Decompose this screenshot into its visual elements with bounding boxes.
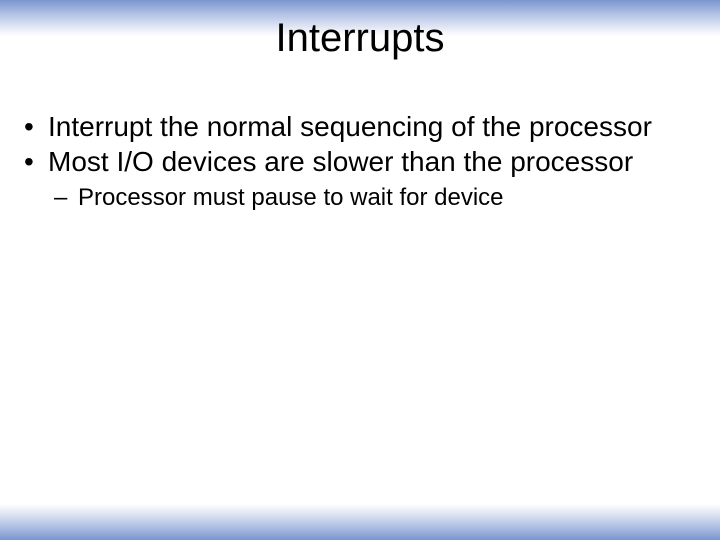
slide-content: Interrupt the normal sequencing of the p… [22,110,680,215]
bullet-list-level2: Processor must pause to wait for device [48,184,680,213]
sub-bullet-item: Processor must pause to wait for device [48,184,680,213]
bullet-text: Most I/O devices are slower than the pro… [48,146,633,177]
slide-title: Interrupts [0,16,720,61]
slide-container: Interrupts Interrupt the normal sequenci… [0,0,720,540]
bullet-item: Interrupt the normal sequencing of the p… [22,110,680,143]
bullet-item: Most I/O devices are slower than the pro… [22,145,680,213]
bullet-list-level1: Interrupt the normal sequencing of the p… [22,110,680,213]
